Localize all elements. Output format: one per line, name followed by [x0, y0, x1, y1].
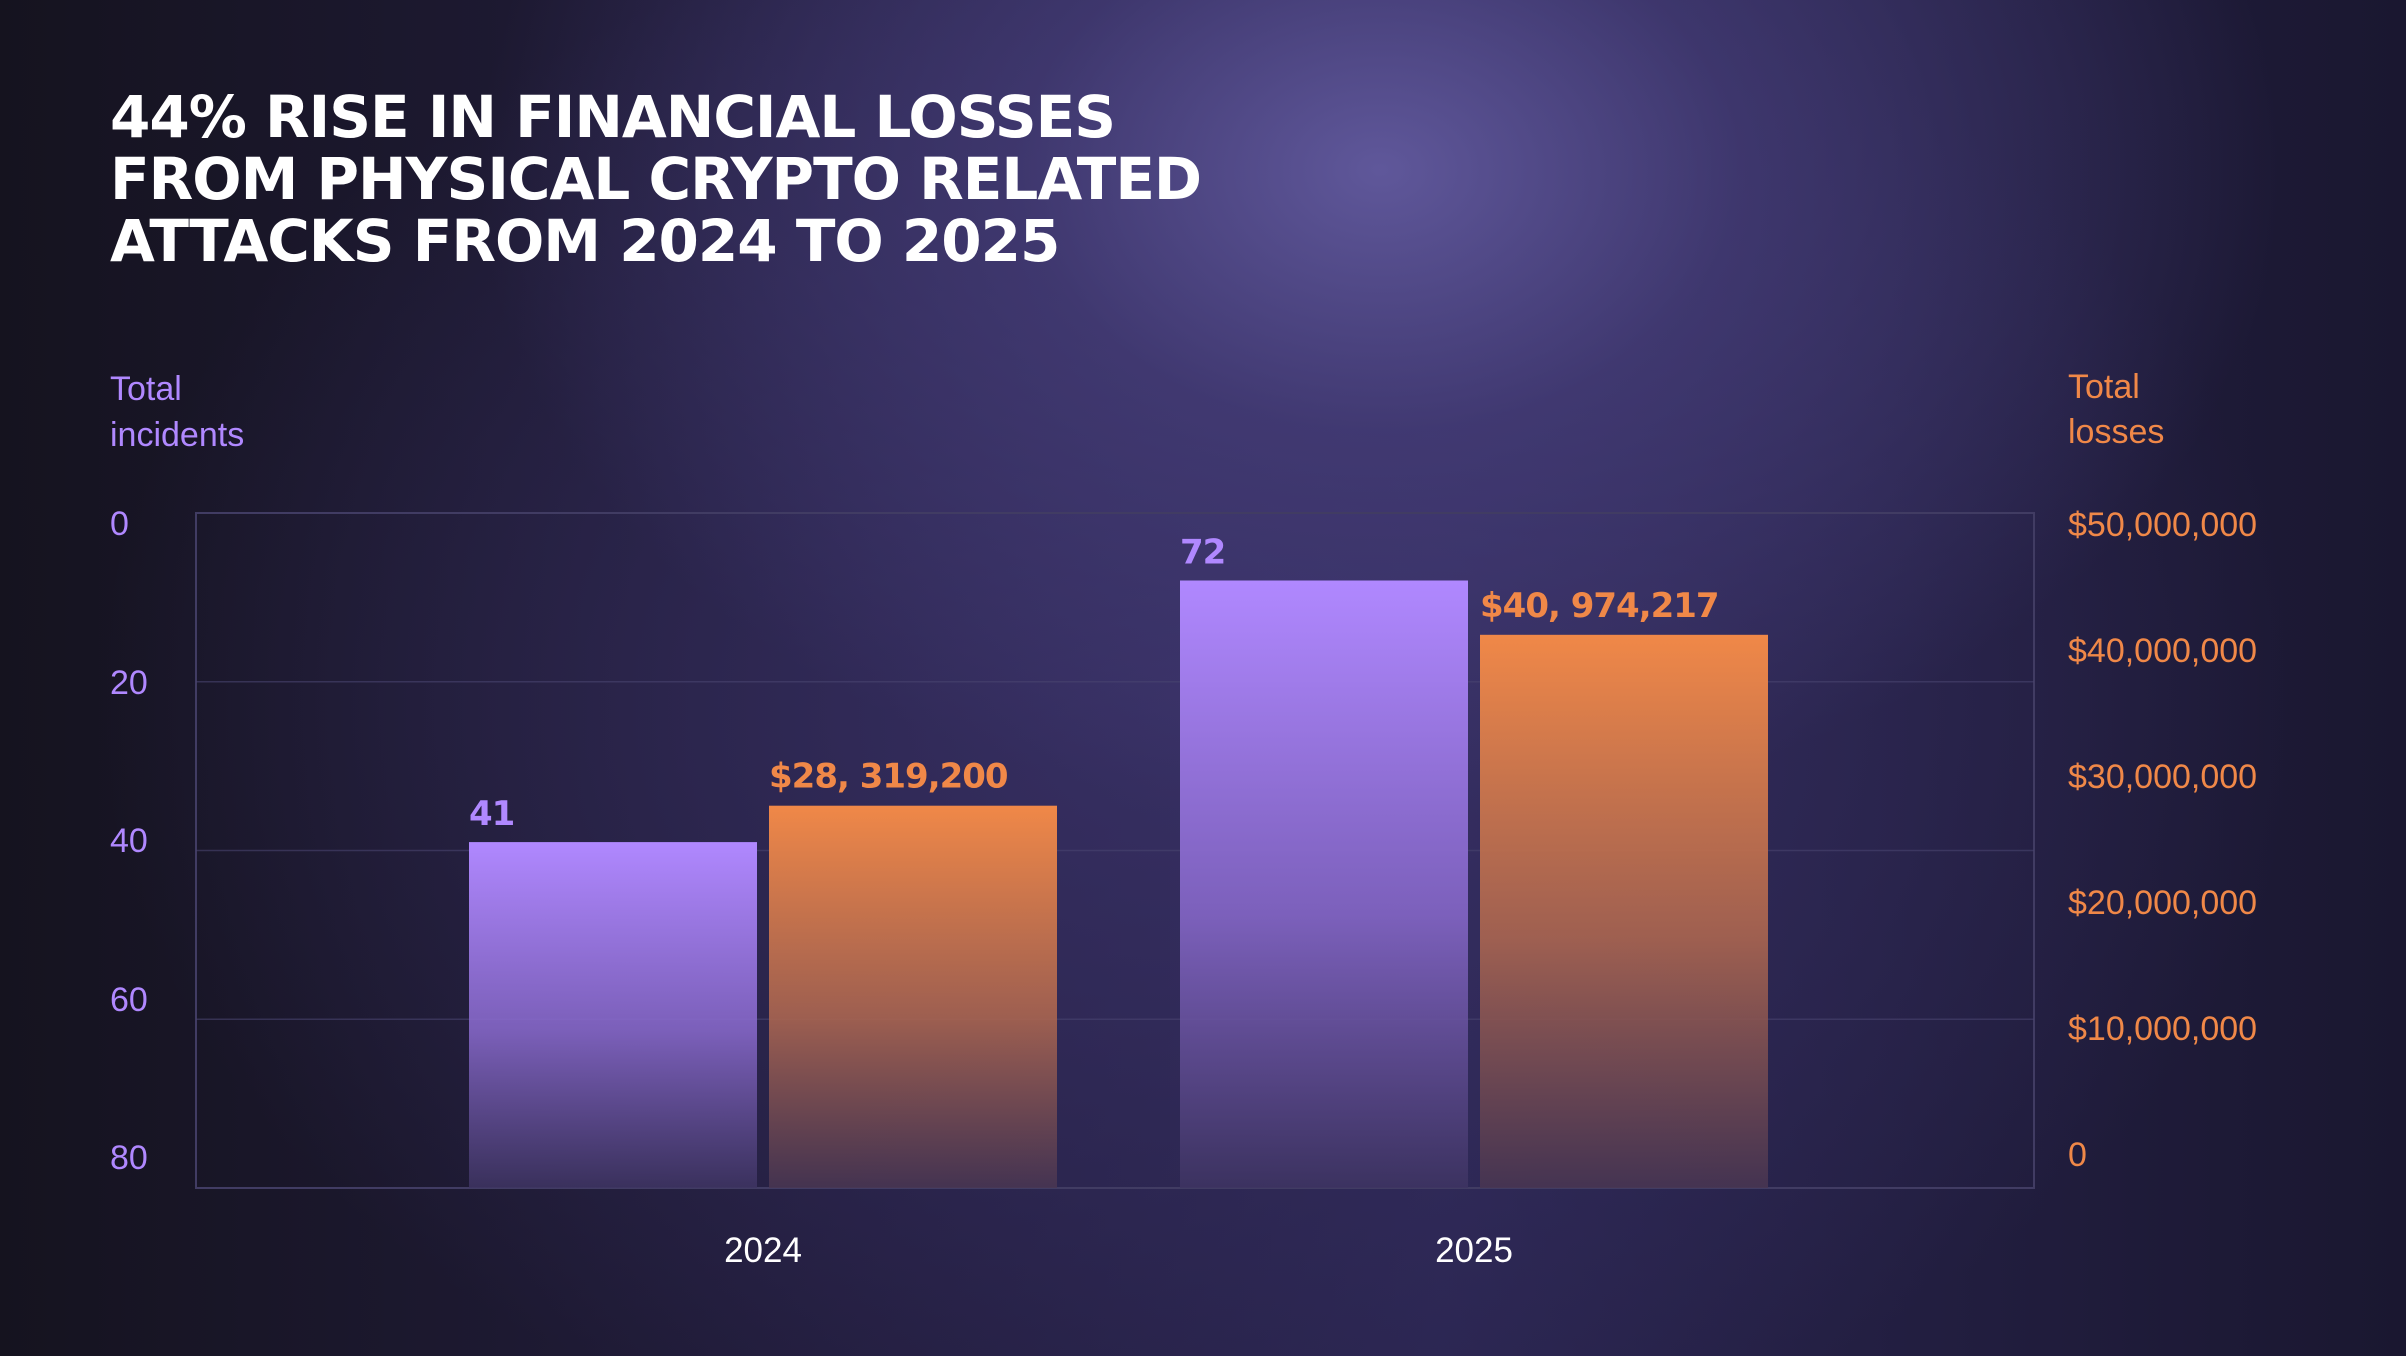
- value-labels: 41 $28, 319,200 72 $40, 974,217: [469, 533, 1720, 835]
- value-label-incidents-2024: 41: [469, 794, 514, 834]
- right-axis-label-line: Total: [2068, 368, 2140, 406]
- bar-incidents-2025: [1180, 580, 1468, 1188]
- right-tick-label: $40,000,000: [2068, 632, 2257, 670]
- right-axis-ticks: 0 $10,000,000 $20,000,000 $30,000,000 $40,00…: [2068, 506, 2257, 1174]
- left-tick-label: 0: [110, 505, 129, 543]
- bar-losses-2025: [1480, 634, 1768, 1188]
- category-label: 2025: [1435, 1231, 1513, 1270]
- right-tick-label: $30,000,000: [2068, 758, 2257, 796]
- left-axis-ticks: 0 20 40 60 80: [110, 505, 148, 1177]
- category-label: 2024: [724, 1231, 802, 1270]
- bars: [469, 580, 1768, 1188]
- bar-incidents-2024: [469, 842, 757, 1188]
- right-tick-label: 0: [2068, 1136, 2087, 1174]
- right-axis-label-line: losses: [2068, 413, 2164, 451]
- value-label-losses-2025: $40, 974,217: [1480, 586, 1719, 626]
- bar-losses-2024: [769, 805, 1057, 1188]
- chart-title: 44% RISE IN FINANCIAL LOSSES FROM PHYSIC…: [110, 83, 1202, 275]
- right-tick-label: $10,000,000: [2068, 1010, 2257, 1048]
- left-tick-label: 40: [110, 822, 148, 860]
- right-tick-label: $50,000,000: [2068, 506, 2257, 544]
- left-axis-label-line: incidents: [110, 416, 244, 454]
- left-axis-label-line: Total: [110, 370, 182, 408]
- chart-title-line: ATTACKS FROM 2024 TO 2025: [110, 207, 1060, 275]
- left-tick-label: 60: [110, 981, 148, 1019]
- chart-title-line: FROM PHYSICAL CRYPTO RELATED: [110, 145, 1202, 213]
- right-tick-label: $20,000,000: [2068, 884, 2257, 922]
- chart-title-line: 44% RISE IN FINANCIAL LOSSES: [110, 83, 1116, 151]
- value-label-incidents-2025: 72: [1180, 533, 1225, 573]
- left-tick-label: 20: [110, 664, 148, 702]
- category-labels: 2024 2025: [724, 1231, 1513, 1270]
- left-tick-label: 80: [110, 1139, 148, 1177]
- value-label-losses-2024: $28, 319,200: [769, 757, 1008, 797]
